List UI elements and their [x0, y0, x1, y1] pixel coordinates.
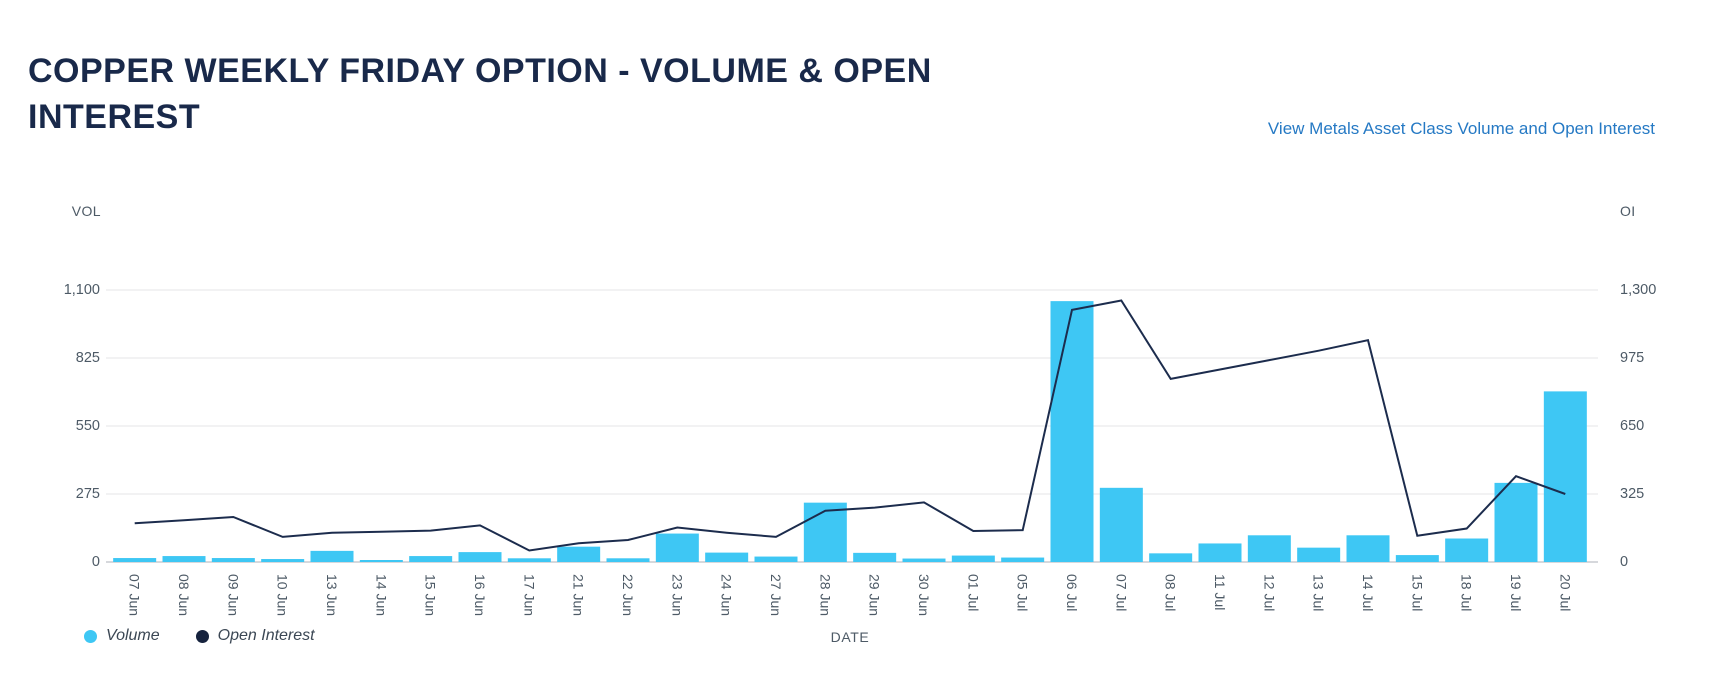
right-axis-tick: 975 [1620, 350, 1644, 366]
volume-bar[interactable] [1395, 555, 1439, 562]
x-axis-date-label: 30 Jun [916, 574, 932, 616]
x-axis-date-label: 16 Jun [472, 574, 488, 616]
volume-bar[interactable] [1346, 535, 1390, 562]
x-axis-date-label: 07 Jul [1113, 574, 1129, 611]
left-axis-tick: 825 [76, 350, 100, 366]
x-axis-date-label: 05 Jul [1015, 574, 1031, 611]
volume-bar[interactable] [1247, 535, 1291, 562]
left-axis-tick: 275 [76, 486, 100, 502]
x-axis-date-label: 21 Jun [571, 574, 587, 616]
x-axis-date-label: 18 Jul [1459, 574, 1475, 611]
volume-bar[interactable] [1198, 543, 1242, 562]
page-title: COPPER WEEKLY FRIDAY OPTION - VOLUME & O… [28, 52, 932, 136]
view-metals-link[interactable]: View Metals Asset Class Volume and Open … [1267, 119, 1655, 138]
volume-bar[interactable] [162, 556, 206, 562]
x-axis-title: DATE [830, 629, 870, 645]
volume-legend-dot-icon [84, 629, 97, 643]
x-axis-date-label: 06 Jul [1064, 574, 1080, 611]
volume-bar[interactable] [409, 556, 453, 562]
right-axis-tick: 1,300 [1620, 282, 1656, 298]
volume-bar[interactable] [507, 558, 551, 562]
volume-bar[interactable] [359, 560, 403, 562]
x-axis-date-label: 23 Jun [669, 574, 685, 616]
chart-legend: Volume Open Interest [84, 627, 315, 645]
x-axis-date-label: 15 Jul [1409, 574, 1425, 611]
volume-bar[interactable] [1494, 482, 1538, 562]
x-axis-date-label: 15 Jun [423, 574, 439, 616]
volume-bar[interactable] [902, 558, 946, 562]
legend-item-open-interest[interactable]: Open Interest [195, 627, 315, 645]
x-axis-date-label: 22 Jun [620, 574, 636, 616]
x-axis-date-label: 11 Jul [1212, 574, 1228, 610]
right-axis-tick: 650 [1620, 418, 1644, 434]
legend-item-volume[interactable]: Volume [84, 627, 160, 645]
x-axis-date-label: 13 Jun [324, 574, 340, 616]
open-interest-line [134, 299, 1566, 552]
volume-legend-label: Volume [106, 627, 160, 644]
volume-bar[interactable] [705, 552, 749, 562]
x-axis-date-label: 27 Jun [768, 574, 784, 616]
x-axis-date-label: 20 Jul [1557, 574, 1573, 611]
left-axis-tick: 550 [76, 418, 100, 434]
open-interest-legend-dot-icon [195, 629, 209, 643]
volume-bar[interactable] [557, 546, 601, 562]
volume-bar[interactable] [1543, 391, 1587, 562]
volume-bar[interactable] [1050, 301, 1094, 562]
chart-footer: Volume Open Interest DATE [0, 627, 1729, 653]
x-axis-date-label: 14 Jul [1360, 574, 1376, 611]
volume-bar[interactable] [310, 550, 354, 562]
volume-bar[interactable] [655, 533, 699, 562]
volume-bar[interactable] [803, 502, 847, 562]
volume-bar[interactable] [853, 552, 897, 562]
volume-bar[interactable] [1149, 553, 1193, 562]
open-interest-legend-label: Open Interest [217, 627, 315, 644]
volume-bar[interactable] [261, 559, 305, 562]
volume-bar[interactable] [951, 555, 995, 562]
x-axis-date-label: 17 Jun [521, 574, 537, 616]
left-axis-tick: 1,100 [64, 282, 100, 298]
right-axis-title: OI [1620, 203, 1636, 219]
x-axis-date-label: 08 Jun [176, 574, 192, 616]
right-axis-tick: 325 [1620, 486, 1644, 502]
right-axis-tick: 0 [1620, 554, 1628, 570]
left-axis-title: VOL [71, 203, 101, 219]
volume-bar[interactable] [113, 558, 157, 562]
x-axis-date-label: 09 Jun [225, 574, 241, 616]
x-axis-date-label: 01 Jul [965, 574, 981, 611]
x-axis-date-label: 14 Jun [373, 574, 389, 616]
x-axis-date-label: 24 Jun [719, 574, 735, 616]
volume-bar[interactable] [458, 552, 502, 562]
x-axis-date-label: 10 Jun [275, 574, 291, 616]
volume-bar[interactable] [754, 556, 798, 562]
volume-bar[interactable] [211, 558, 255, 562]
x-axis-date-label: 08 Jul [1163, 574, 1179, 611]
x-axis-date-label: 12 Jul [1261, 574, 1277, 611]
x-axis-date-label: 19 Jul [1508, 574, 1524, 611]
volume-bar[interactable] [1445, 538, 1489, 562]
x-axis-date-label: 07 Jun [127, 574, 143, 616]
volume-bar[interactable] [1099, 487, 1143, 562]
x-axis-date-label: 13 Jul [1311, 574, 1327, 611]
x-axis-date-label: 28 Jun [817, 574, 833, 616]
volume-bar[interactable] [606, 558, 650, 562]
x-axis-date-label: 29 Jun [867, 574, 883, 616]
volume-bar[interactable] [1297, 547, 1341, 562]
volume-bar[interactable] [1001, 557, 1045, 562]
left-axis-tick: 0 [92, 554, 100, 570]
